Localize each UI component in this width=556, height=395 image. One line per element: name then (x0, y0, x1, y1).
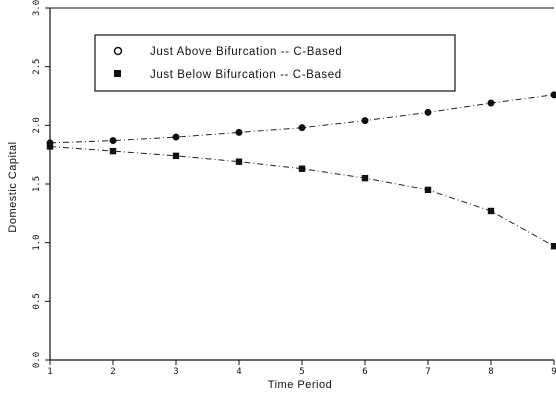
x-tick-label: 7 (425, 367, 430, 377)
series-line-below (49, 146, 555, 247)
legend-box (94, 34, 456, 92)
data-point-above (424, 108, 432, 116)
data-point-below (235, 158, 243, 165)
data-point-above (487, 99, 495, 107)
legend-label-below: Just Below Bifurcation -- C-Based (150, 69, 342, 81)
data-point-above (298, 124, 306, 132)
series (46, 91, 556, 250)
y-tick-label: 2.5 (32, 59, 42, 75)
y-tick-label: 2.0 (32, 117, 42, 133)
data-point-below (361, 174, 369, 182)
y-tick-label: 0.5 (32, 293, 42, 309)
x-tick-label: 1 (47, 367, 52, 377)
data-point-below (172, 152, 180, 160)
data-point-below (550, 242, 556, 250)
data-point-below (46, 143, 54, 150)
data-point-above (361, 117, 369, 125)
y-tick-label: 0.0 (32, 352, 42, 368)
x-tick-label: 3 (173, 367, 178, 377)
data-point-above (550, 91, 556, 99)
legend-marker-square (114, 70, 121, 77)
x-tick-label: 2 (110, 367, 115, 377)
x-axis-title: Time Period (268, 379, 332, 391)
x-tick-label: 4 (236, 367, 241, 377)
y-tick-label: 1.5 (32, 176, 42, 192)
legend-marker-circle (113, 46, 123, 56)
x-tick-label: 8 (488, 367, 493, 377)
data-point-above (235, 128, 243, 136)
x-tick-label: 6 (362, 367, 367, 377)
data-point-above (172, 133, 180, 141)
x-tick-label: 9 (551, 367, 556, 377)
data-point-below (487, 207, 495, 215)
series-line-above (49, 94, 555, 144)
x-tick-label: 5 (299, 367, 304, 377)
y-axis-title: Domestic Capital (7, 141, 19, 232)
y-tick-label: 1.0 (32, 235, 42, 251)
data-point-above (109, 137, 117, 145)
data-point-below (109, 147, 117, 155)
y-ticks: 0.0 0.5 1.0 1.5 2.0 2.5 3.0 (32, 0, 50, 368)
legend-label-above: Just Above Bifurcation -- C-Based (150, 46, 342, 58)
data-point-below (424, 186, 432, 194)
y-tick-label: 3.0 (32, 0, 42, 16)
data-point-below (298, 165, 306, 172)
legend: Just Above Bifurcation -- C-Based Just B… (94, 34, 456, 92)
x-ticks: 1 2 3 4 5 6 7 8 9 (47, 360, 556, 377)
